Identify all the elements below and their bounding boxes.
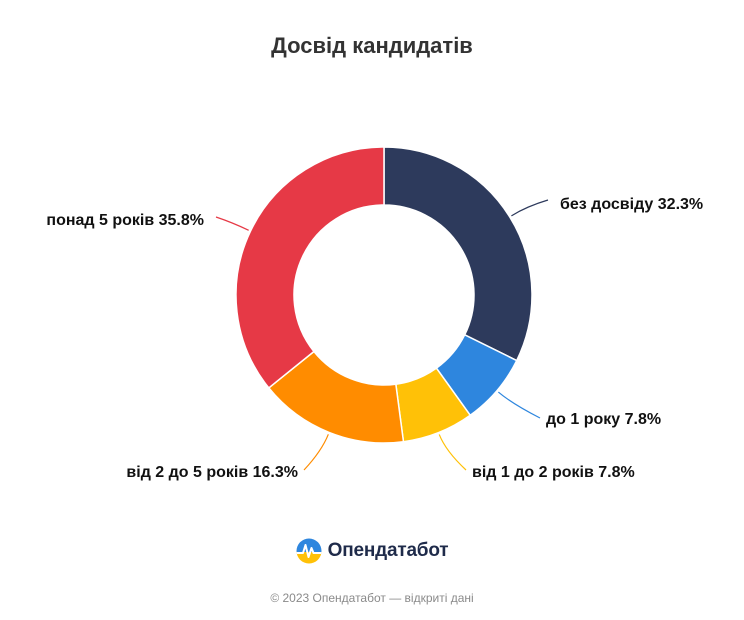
chart-title: Досвід кандидатів	[271, 33, 473, 58]
slice-label-1: до 1 року 7.8%	[546, 411, 661, 428]
leader-line-3	[303, 434, 329, 471]
opendatabot-logo-icon	[296, 538, 322, 564]
brand-name: Опендатабот	[327, 540, 449, 561]
leader-line-1	[497, 391, 541, 419]
leader-line-0	[511, 199, 549, 217]
leader-line-4	[215, 216, 249, 231]
brand: Опендатабот	[0, 538, 744, 569]
slice-4	[235, 146, 385, 389]
leader-line-2	[438, 434, 467, 471]
slice-label-3: від 2 до 5 років 16.3%	[126, 464, 298, 481]
slice-label-2: від 1 до 2 років 7.8%	[472, 464, 635, 481]
slice-label-4: понад 5 років 35.8%	[46, 212, 204, 229]
slice-0	[383, 146, 533, 362]
footer-copyright: © 2023 Опендатабот — відкриті дані	[270, 591, 474, 605]
slice-label-0: без досвіду 32.3%	[560, 196, 703, 213]
